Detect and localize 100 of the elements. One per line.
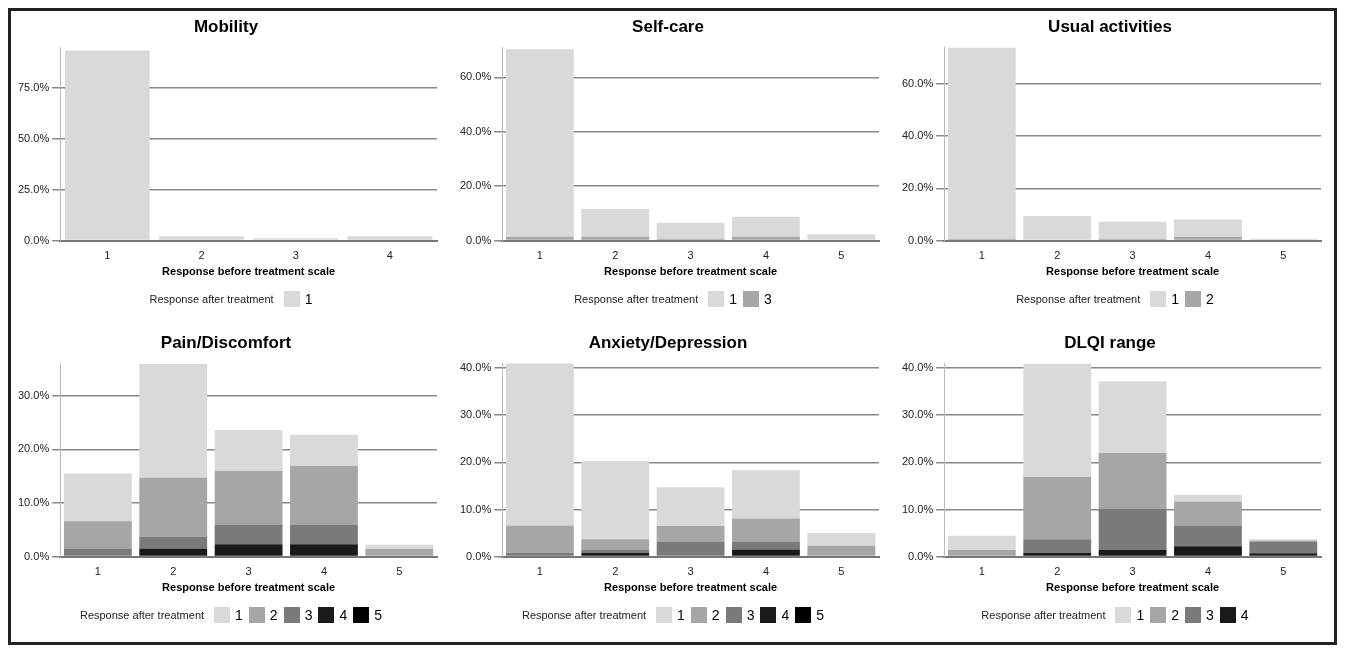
legend-title: Response after treatment xyxy=(981,609,1106,621)
legend-label: 5 xyxy=(374,607,383,623)
bar xyxy=(139,477,208,537)
legend-label: 1 xyxy=(235,607,243,623)
y-tick-label: 40.0% xyxy=(901,361,934,374)
bar xyxy=(807,234,876,240)
x-tick-label: 5 xyxy=(1280,565,1287,578)
legend-label: 3 xyxy=(304,607,313,623)
x-tick-label: 5 xyxy=(838,249,845,262)
bar xyxy=(807,533,876,546)
bar xyxy=(807,545,876,556)
bar xyxy=(732,518,800,542)
bar xyxy=(1174,236,1242,240)
bar xyxy=(63,473,132,522)
legend-label: 5 xyxy=(816,607,825,623)
bar xyxy=(159,236,244,240)
x-tick-label: 2 xyxy=(1054,249,1061,262)
bar xyxy=(732,549,800,556)
x-tick-label: 4 xyxy=(1204,249,1212,262)
bar xyxy=(656,487,725,526)
y-tick-label: 25.0% xyxy=(17,182,50,195)
bar xyxy=(1174,546,1242,556)
bar xyxy=(214,429,283,471)
bar xyxy=(214,544,283,556)
y-tick-label: 0.0% xyxy=(24,233,50,246)
legend-label: 1 xyxy=(1136,607,1145,623)
bar xyxy=(1098,381,1167,453)
bar xyxy=(290,524,358,545)
legend-title: Response after treatment xyxy=(1016,293,1141,305)
y-tick-label: 20.0% xyxy=(901,181,934,194)
x-tick-label: 1 xyxy=(94,565,101,578)
bar xyxy=(732,541,800,550)
x-tick-label: 4 xyxy=(1204,565,1212,578)
y-tick-label: 50.0% xyxy=(17,131,50,144)
x-axis-title: Response before treatment scale xyxy=(604,265,778,278)
y-tick-label: 0.0% xyxy=(24,549,50,562)
bar xyxy=(947,47,1016,239)
y-tick-label: 10.0% xyxy=(459,502,492,515)
chart-title: DLQI range xyxy=(1064,332,1156,352)
chart-title: Pain/Discomfort xyxy=(160,332,292,352)
legend-label: 2 xyxy=(1206,291,1214,307)
y-tick-label: 0.0% xyxy=(908,549,934,562)
bar xyxy=(656,525,725,542)
bar xyxy=(732,216,800,237)
bar xyxy=(1249,541,1318,554)
y-tick-label: 20.0% xyxy=(459,455,492,468)
bar xyxy=(1174,494,1242,502)
x-tick-label: 2 xyxy=(198,249,205,262)
bar xyxy=(365,549,434,556)
bar xyxy=(581,460,650,540)
bar xyxy=(505,525,574,553)
y-tick-label: 30.0% xyxy=(459,408,492,421)
x-tick-label: 3 xyxy=(687,565,694,578)
legend-label: 3 xyxy=(764,291,772,307)
bar xyxy=(139,548,208,556)
legend-label: 2 xyxy=(1171,607,1180,623)
y-tick-label: 10.0% xyxy=(17,495,50,508)
legend-label: 4 xyxy=(1240,607,1249,623)
x-tick-label: 4 xyxy=(762,565,770,578)
x-tick-label: 4 xyxy=(386,249,393,262)
y-tick-label: 0.0% xyxy=(908,233,934,246)
y-tick-label: 0.0% xyxy=(466,233,492,246)
x-tick-label: 3 xyxy=(292,249,299,262)
x-axis-title: Response before treatment scale xyxy=(604,581,778,594)
x-tick-label: 4 xyxy=(762,249,770,262)
bar xyxy=(63,521,132,549)
y-tick-label: 20.0% xyxy=(17,442,50,455)
legend-label: 1 xyxy=(304,291,313,307)
x-tick-label: 1 xyxy=(978,249,985,262)
x-tick-label: 3 xyxy=(245,565,252,578)
y-tick-label: 60.0% xyxy=(901,76,934,89)
bar xyxy=(1174,501,1242,526)
bar xyxy=(290,544,358,556)
bar xyxy=(214,524,283,545)
y-tick-label: 30.0% xyxy=(901,408,934,421)
bar xyxy=(505,49,574,237)
bar xyxy=(365,544,434,550)
y-tick-label: 60.0% xyxy=(459,70,492,83)
bar xyxy=(1023,363,1092,477)
bar xyxy=(1023,539,1092,553)
bar xyxy=(947,535,1016,550)
bar xyxy=(1098,221,1167,239)
y-tick-label: 75.0% xyxy=(17,81,50,94)
bar xyxy=(64,50,150,240)
x-axis-title: Response before treatment scale xyxy=(1046,581,1220,594)
x-tick-label: 5 xyxy=(396,565,403,578)
legend-label: 3 xyxy=(746,607,755,623)
bar xyxy=(947,550,1016,556)
bar xyxy=(1174,219,1242,237)
bar xyxy=(290,434,358,466)
x-axis-title: Response before treatment scale xyxy=(162,581,336,594)
x-tick-label: 2 xyxy=(612,565,619,578)
legend-label: 1 xyxy=(677,607,685,623)
y-tick-label: 20.0% xyxy=(901,455,934,468)
x-tick-label: 3 xyxy=(1129,249,1136,262)
x-tick-label: 5 xyxy=(838,565,845,578)
bar xyxy=(1249,553,1318,556)
x-tick-label: 1 xyxy=(978,565,985,578)
y-tick-label: 20.0% xyxy=(459,179,492,192)
y-tick-label: 40.0% xyxy=(459,361,492,374)
